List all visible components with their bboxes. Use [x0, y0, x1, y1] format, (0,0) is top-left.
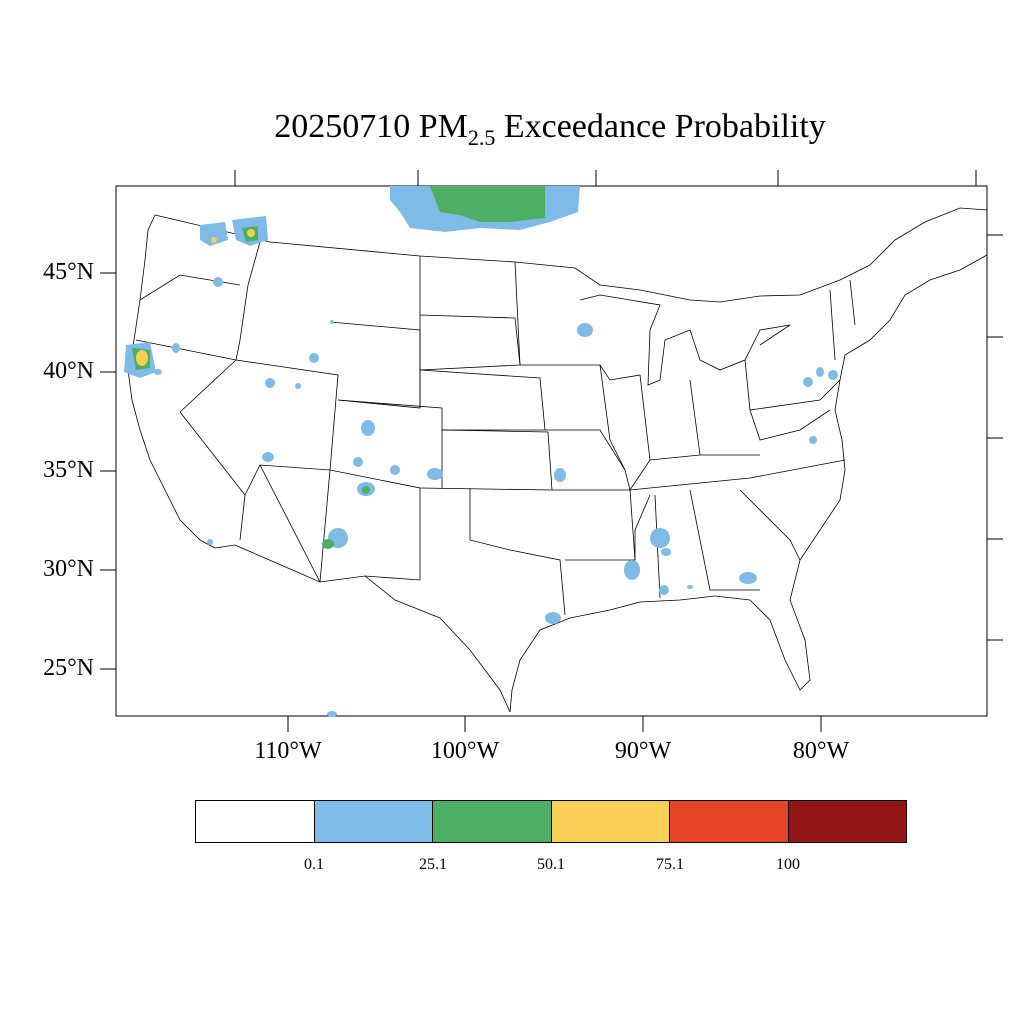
probability-areas	[124, 186, 838, 717]
lon-label-90: 90°W	[614, 738, 672, 764]
color-legend	[195, 800, 907, 843]
legend-swatch-5	[788, 801, 906, 842]
lat-label-25: 25°N	[43, 655, 94, 681]
title-text-prefix: 20250710 PM	[274, 108, 468, 145]
lat-label-45: 45°N	[43, 259, 94, 285]
lat-label-35: 35°N	[43, 457, 94, 483]
area-wa-blue-1	[200, 222, 228, 246]
right-ticks	[987, 234, 1003, 641]
lon-label-100: 100°W	[430, 738, 500, 764]
bottom-ticks	[287, 716, 822, 732]
legend-label-4: 100	[776, 856, 800, 873]
legend-swatch-0	[196, 801, 315, 842]
legend-swatch-1	[314, 801, 433, 842]
legend-label-1: 25.1	[419, 856, 447, 873]
us-boundaries	[127, 207, 988, 713]
legend-label-3: 75.1	[656, 856, 684, 873]
area-north-green	[430, 186, 545, 222]
lat-label-30: 30°N	[43, 556, 94, 582]
lon-label-110: 110°W	[254, 738, 322, 764]
top-ticks	[234, 170, 977, 186]
area-ca-yellow	[136, 350, 148, 366]
lat-label-40: 40°N	[43, 358, 94, 384]
map-title: 20250710 PM2.5 Exceedance Probability	[0, 108, 1024, 151]
left-ticks	[100, 272, 116, 670]
title-subscript: 2.5	[467, 124, 496, 150]
lon-label-80: 80°W	[792, 738, 850, 764]
legend-swatch-3	[551, 801, 670, 842]
legend-label-0: 0.1	[304, 856, 324, 873]
legend-swatch-4	[670, 801, 789, 842]
area-wa-yellow-2	[211, 237, 217, 243]
legend-label-2: 50.1	[537, 856, 565, 873]
area-wa-yellow	[247, 229, 255, 237]
title-text-suffix: Exceedance Probability	[495, 108, 826, 145]
legend-swatch-2	[433, 801, 552, 842]
